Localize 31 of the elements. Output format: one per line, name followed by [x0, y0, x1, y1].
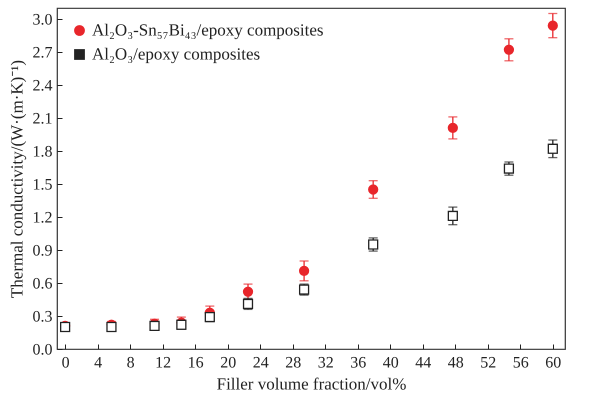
- x-tick-label: 52: [480, 354, 496, 372]
- x-tick-label: 8: [126, 354, 135, 372]
- x-tick-label: 16: [188, 354, 204, 372]
- x-axis-title: Filler volume fraction/vol%: [216, 374, 406, 394]
- x-tick-label: 60: [545, 354, 562, 372]
- x-tick-label: 56: [512, 354, 529, 372]
- x-tick-label: 44: [415, 354, 432, 372]
- x-tick-label: 20: [220, 354, 236, 372]
- legend-label: Al₂O₃-Sn₅₇Bi₄₃/epoxy composites: [92, 20, 324, 40]
- y-tick-label: 1.5: [32, 176, 52, 194]
- y-tick-label: 0.3: [32, 308, 52, 326]
- x-tick-label: 12: [155, 354, 172, 372]
- x-tick-label: 28: [285, 354, 302, 372]
- x-tick-label: 24: [252, 354, 269, 372]
- y-tick-label: 2.4: [32, 78, 52, 94]
- y-tick-label: 2.7: [32, 44, 52, 62]
- x-tick-label: 0: [62, 354, 70, 372]
- x-tick-label: 40: [382, 354, 399, 372]
- y-tick-label: 0.0: [32, 342, 52, 358]
- y-tick-label: 0.6: [32, 276, 52, 292]
- x-tick-label: 36: [350, 354, 366, 372]
- y-tick-label: 3.0: [32, 12, 52, 28]
- legend-label: Al₂O₃/epoxy composites: [92, 44, 260, 64]
- y-axis-title: Thermal conductivity/(W·(m·K)⁻¹): [8, 60, 26, 298]
- y-tick-label: 2.1: [32, 110, 52, 128]
- y-tick-label: 1.8: [32, 144, 52, 160]
- x-tick-label: 32: [318, 354, 334, 372]
- x-tick-label: 4: [94, 354, 102, 372]
- x-tick-label: 48: [448, 354, 464, 372]
- y-tick-label: 0.9: [32, 242, 52, 260]
- y-tick-label: 1.2: [32, 210, 52, 226]
